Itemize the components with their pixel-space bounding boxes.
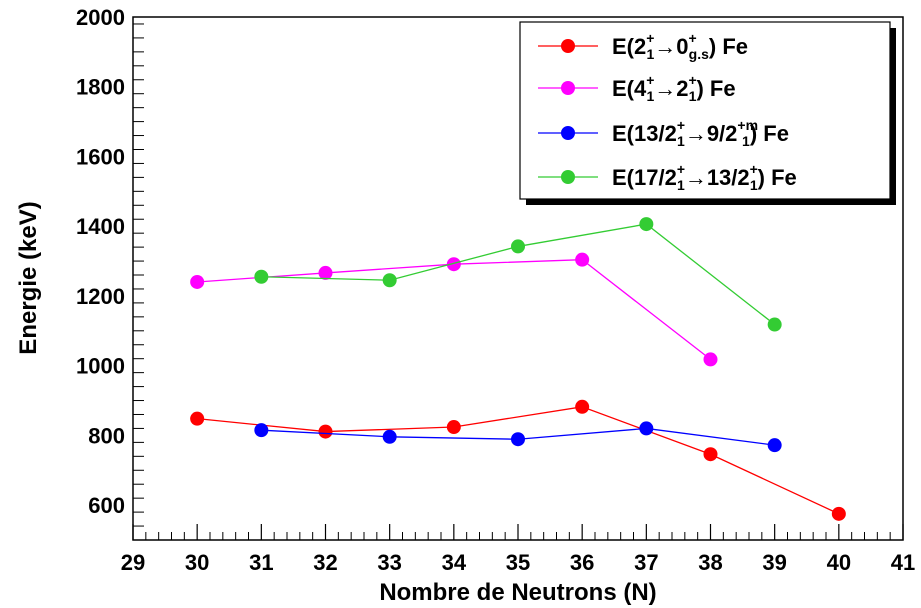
- data-point: [831, 506, 846, 521]
- x-tick-label: 37: [634, 550, 658, 575]
- data-point: [575, 252, 590, 267]
- x-tick-label: 36: [570, 550, 594, 575]
- legend-entry: E(17/2+ 1→13/2+ 1) Fe: [538, 161, 797, 193]
- y-tick-label: 1200: [76, 284, 125, 309]
- legend-label: E(4+ 1→2+ 1) Fe: [612, 72, 736, 104]
- legend-swatch-marker: [561, 170, 575, 184]
- x-tick-label: 32: [313, 550, 337, 575]
- data-point: [318, 265, 333, 280]
- y-tick-label: 2000: [76, 5, 125, 30]
- legend-entry: E(4+ 1→2+ 1) Fe: [538, 72, 736, 104]
- y-tick-label: 1800: [76, 75, 125, 100]
- y-tick-label: 1000: [76, 354, 125, 379]
- data-point: [190, 411, 205, 426]
- legend-swatch-marker: [561, 126, 575, 140]
- legend-entry: E(2+ 1→0+ g.s) Fe: [538, 30, 748, 62]
- y-axis-title: Energie (keV): [15, 201, 42, 354]
- x-tick-label: 31: [249, 550, 273, 575]
- data-point: [703, 447, 718, 462]
- data-point: [767, 317, 782, 332]
- data-point: [190, 274, 205, 289]
- x-tick-label: 30: [185, 550, 209, 575]
- series-line: [197, 406, 840, 515]
- x-tick-label: 29: [121, 550, 145, 575]
- data-point: [446, 257, 461, 272]
- data-point: [575, 399, 590, 414]
- x-tick-label: 34: [442, 550, 467, 575]
- legend-entry: E(13/2+ 1→9/2+m 1) Fe: [538, 117, 789, 149]
- data-point: [511, 432, 525, 447]
- x-tick-label: 35: [506, 550, 530, 575]
- data-point: [382, 429, 397, 444]
- y-tick-label: 800: [88, 423, 125, 448]
- legend-label: E(13/2+ 1→9/2+m 1) Fe: [612, 117, 789, 149]
- y-tick-label: 600: [88, 493, 125, 518]
- series-1: [190, 399, 846, 521]
- y-tick-label: 1400: [76, 214, 125, 239]
- series-3: [254, 421, 782, 453]
- x-tick-label: 39: [762, 550, 786, 575]
- legend-label: E(17/2+ 1→13/2+ 1) Fe: [612, 161, 797, 193]
- data-point: [639, 421, 654, 436]
- data-point: [254, 269, 269, 284]
- data-point: [446, 420, 461, 435]
- legend-box: [519, 21, 891, 200]
- legend: E(2+ 1→0+ g.s) Fe E(4+ 1→2+ 1) Fe E(13/2+ 1→9/2…: [519, 21, 896, 205]
- series-layer: [190, 217, 846, 521]
- data-point: [511, 239, 525, 254]
- x-tick-label: 33: [377, 550, 401, 575]
- series-line: [261, 223, 776, 326]
- legend-swatch-marker: [561, 81, 575, 95]
- x-tick-label: 40: [827, 550, 851, 575]
- x-tick-label: 38: [698, 550, 722, 575]
- series-4: [254, 217, 782, 332]
- data-point: [254, 423, 269, 438]
- y-tick-label: 1600: [76, 144, 125, 169]
- legend-label: E(2+ 1→0+ g.s) Fe: [612, 30, 748, 62]
- x-axis-title: Nombre de Neutrons (N): [379, 579, 656, 606]
- x-tick-label: 41: [891, 550, 915, 575]
- data-point: [767, 438, 782, 453]
- series-2: [190, 252, 718, 367]
- data-point: [318, 424, 333, 439]
- data-point: [382, 273, 397, 288]
- data-point: [639, 217, 654, 232]
- y-axis-ticks: 600 800 1000 1200 1400 1600 1800 2000: [76, 5, 144, 541]
- data-point: [703, 352, 718, 367]
- x-axis-ticks: 29 30 31 32 33 34 35 36 37 38 39 40 41: [121, 524, 915, 575]
- legend-swatch-marker: [561, 39, 575, 53]
- series-line: [197, 259, 711, 360]
